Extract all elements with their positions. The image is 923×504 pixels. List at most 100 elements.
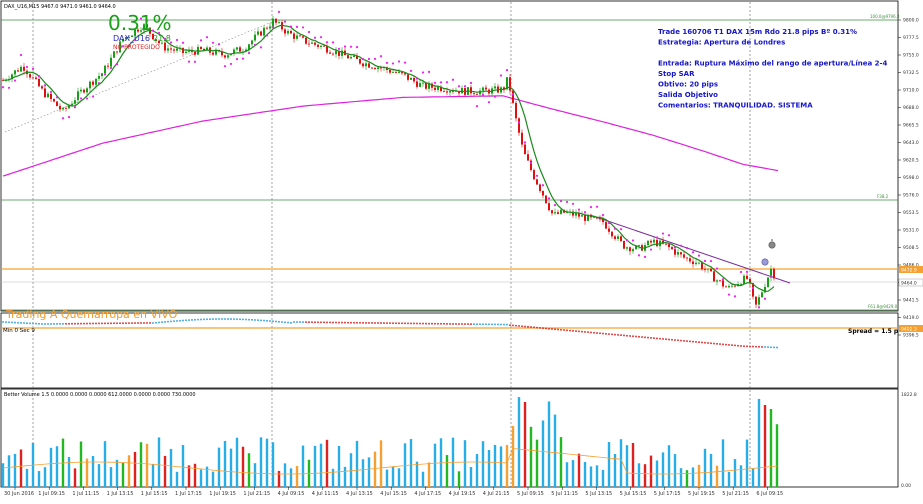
exit-marker[interactable] bbox=[768, 241, 776, 249]
indicator-dot bbox=[662, 338, 664, 340]
candle-body bbox=[131, 35, 133, 38]
sar-dot bbox=[289, 25, 293, 28]
indicator-dot bbox=[395, 322, 397, 325]
indicator-dot bbox=[773, 346, 775, 349]
candle-body bbox=[398, 71, 400, 73]
sar-dot bbox=[19, 53, 23, 57]
trend-line-purple[interactable] bbox=[589, 214, 791, 284]
candle-body bbox=[746, 275, 748, 279]
indicator-dot bbox=[374, 322, 376, 324]
sar-dot bbox=[697, 254, 701, 257]
candle-body bbox=[650, 240, 652, 243]
candle-body bbox=[473, 93, 475, 95]
indicator-dot bbox=[563, 329, 565, 331]
candle-body bbox=[173, 49, 175, 51]
candle-body bbox=[593, 217, 595, 218]
candle-body bbox=[329, 52, 331, 54]
candle-body bbox=[608, 228, 610, 232]
candle-body bbox=[515, 102, 517, 119]
candle-body bbox=[152, 33, 154, 40]
volume-bar bbox=[577, 453, 581, 487]
candle-body bbox=[524, 144, 526, 155]
sar-dot bbox=[577, 208, 581, 211]
indicator-dot bbox=[761, 346, 763, 348]
indicator-dot bbox=[518, 325, 520, 327]
volume-bar bbox=[265, 438, 269, 487]
indicator-dot bbox=[131, 322, 133, 324]
candle-body bbox=[533, 170, 535, 180]
sar-dot bbox=[535, 174, 539, 177]
candle-body bbox=[647, 240, 649, 246]
indicator-dot bbox=[494, 323, 496, 326]
sar-dot bbox=[403, 61, 407, 64]
volume-bar bbox=[397, 468, 401, 487]
candle-body bbox=[80, 89, 82, 92]
candle-body bbox=[272, 18, 274, 27]
indicator-dot bbox=[68, 322, 70, 325]
candle-body bbox=[440, 86, 442, 92]
sar-dot bbox=[205, 36, 209, 39]
trend-line-dotted[interactable] bbox=[4, 21, 273, 133]
indicator-dot bbox=[530, 326, 532, 328]
indicator-dot bbox=[644, 336, 646, 339]
sar-dot bbox=[745, 270, 749, 273]
candle-body bbox=[611, 231, 613, 237]
volume-bar bbox=[433, 443, 437, 487]
candle-body bbox=[476, 94, 478, 95]
trade-markers[interactable] bbox=[761, 239, 776, 266]
indicator-panel-frame bbox=[0, 312, 899, 389]
time-tick-label: 4 Jul 09:15 bbox=[278, 491, 305, 497]
indicator-dot bbox=[713, 342, 715, 345]
candle-body bbox=[335, 50, 337, 55]
candle-body bbox=[92, 81, 94, 85]
price-tick-label: 9531.0 bbox=[903, 228, 919, 234]
tag-orange-upper-text: 9472.9 bbox=[901, 268, 917, 274]
volume-bar bbox=[199, 469, 203, 487]
sar-dot bbox=[373, 57, 377, 60]
indicator-dot bbox=[698, 341, 700, 343]
sar-dot bbox=[55, 96, 59, 99]
indicator-dot bbox=[224, 318, 226, 320]
candle-body bbox=[575, 213, 577, 216]
candle-body bbox=[413, 77, 415, 82]
indicator-dot bbox=[650, 337, 652, 339]
indicator-dot bbox=[347, 321, 349, 324]
price-tick-label: 9688.0 bbox=[903, 105, 919, 111]
indicator-dot bbox=[578, 330, 580, 333]
volume-bar bbox=[763, 405, 767, 487]
volume-bar bbox=[79, 441, 83, 487]
sar-dot bbox=[223, 65, 227, 68]
candle-body bbox=[581, 215, 583, 217]
volume-bar bbox=[523, 402, 527, 487]
candle-body bbox=[308, 43, 310, 45]
candle-body bbox=[38, 78, 40, 87]
candle-body bbox=[23, 66, 25, 71]
indicator-dot bbox=[398, 322, 400, 325]
indicator-dot bbox=[605, 333, 607, 335]
indicator-dot bbox=[143, 322, 145, 324]
volume-bar bbox=[637, 463, 641, 487]
indicator-dot bbox=[11, 321, 13, 324]
indicator-dot bbox=[431, 322, 433, 325]
volume-bar bbox=[553, 414, 557, 487]
sar-dot bbox=[31, 67, 35, 70]
sar-dot bbox=[727, 293, 731, 296]
candle-body bbox=[11, 74, 13, 80]
sar-dot bbox=[337, 47, 341, 50]
moving-average-slow bbox=[2, 95, 779, 177]
volume-bar bbox=[529, 426, 533, 487]
indicator-dot bbox=[524, 325, 526, 328]
indicator-dot bbox=[449, 323, 451, 325]
entry-marker[interactable] bbox=[761, 258, 769, 266]
candle-body bbox=[719, 280, 721, 282]
exit-marker-dot bbox=[771, 239, 773, 241]
indicator-dot bbox=[356, 321, 358, 324]
volume-bar bbox=[259, 437, 263, 487]
candle-body bbox=[689, 258, 691, 262]
indicator-dot bbox=[671, 338, 673, 341]
trade-info-line: Stop SAR bbox=[658, 70, 695, 78]
candle-body bbox=[560, 209, 562, 214]
trade-info-block: Trade 160706 T1 DAX 15m Rdo 21.8 pips Bº… bbox=[658, 28, 887, 110]
